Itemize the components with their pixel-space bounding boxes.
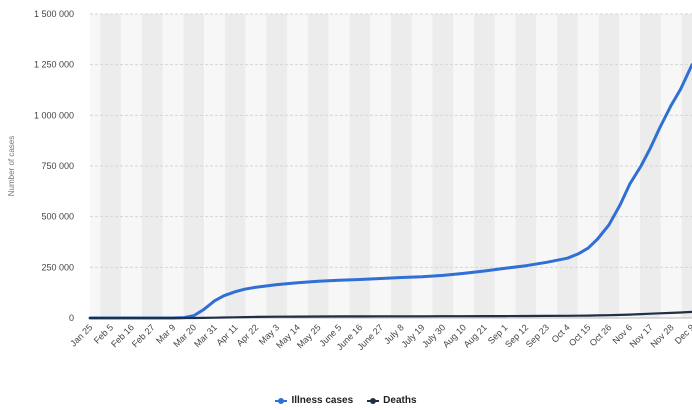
y-tick-label: 1 250 000 [34, 60, 74, 70]
x-tick-label: Jan 25 [68, 322, 94, 348]
x-tick-label: Aug 21 [462, 322, 489, 349]
x-tick-label: Nov 28 [648, 322, 675, 349]
plot-band [328, 14, 350, 318]
x-tick-label: Dec 9 [673, 322, 692, 346]
plot-band [619, 14, 641, 318]
plot-band [598, 14, 620, 318]
x-tick-label: Oct 26 [588, 322, 614, 348]
plot-band [453, 14, 475, 318]
plot-band [183, 14, 205, 318]
legend-marker-deaths [367, 396, 380, 406]
y-tick-label: 1 500 000 [34, 9, 74, 19]
plot-band [349, 14, 371, 318]
y-tick-label: 1 000 000 [34, 110, 74, 120]
y-tick-label: 250 000 [41, 262, 74, 272]
x-tick-label: Oct 15 [567, 322, 593, 348]
legend-marker-illness-cases [275, 396, 288, 406]
legend-label-illness-cases: Illness cases [291, 395, 354, 406]
x-tick-label: Apr 11 [214, 322, 239, 347]
legend-item-deaths[interactable]: Deaths [367, 395, 417, 406]
series-line-illness-cases [88, 63, 692, 320]
y-axis-ticks: 0 250 000 500 000 750 000 1 000 000 1 250 000… [34, 9, 74, 323]
legend-dot [278, 397, 285, 404]
x-tick-label: Sep 23 [524, 322, 551, 349]
y-tick-label: 750 000 [41, 161, 74, 171]
chart-legend: Illness cases Deaths [0, 395, 692, 406]
series-lines [88, 63, 692, 320]
x-tick-label: Feb 27 [130, 322, 157, 349]
legend-dot [370, 397, 377, 404]
x-tick-label: Apr 22 [235, 322, 261, 348]
plot-band [474, 14, 495, 318]
plot-band [307, 14, 329, 318]
y-tick-label: 500 000 [41, 212, 74, 222]
legend-item-illness-cases[interactable]: Illness cases [275, 395, 353, 406]
x-tick-label: Mar 31 [192, 322, 219, 349]
legend-label-deaths: Deaths [383, 395, 417, 406]
y-tick-label: 0 [69, 313, 74, 323]
series-line-deaths [88, 310, 692, 320]
plot-band [204, 14, 225, 318]
plot-band [162, 14, 184, 318]
y-axis-label: Number of cases [7, 136, 16, 196]
